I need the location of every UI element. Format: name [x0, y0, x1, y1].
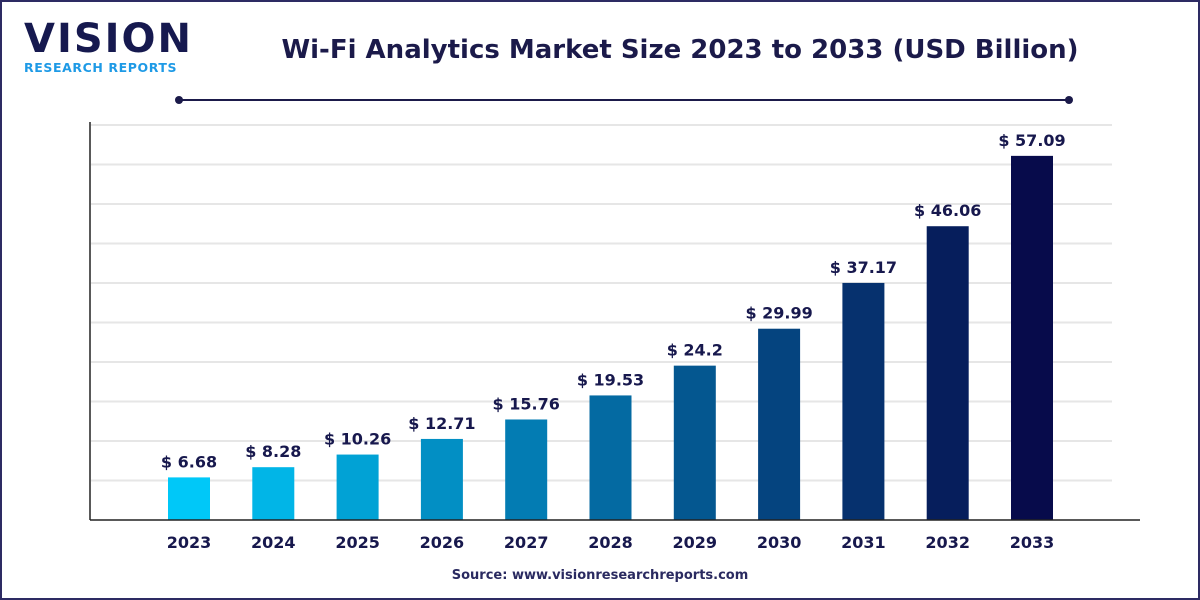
x-tick-label: 2023 — [167, 533, 212, 552]
data-label: $ 37.17 — [830, 258, 897, 277]
bar-2029 — [673, 365, 716, 520]
data-label: $ 6.68 — [161, 452, 217, 471]
x-tick-label: 2031 — [841, 533, 886, 552]
bar-2031 — [842, 282, 885, 520]
data-label: $ 12.71 — [408, 414, 475, 433]
source-note: Source: www.visionresearchreports.com — [451, 568, 749, 583]
underline-dot-right — [1065, 96, 1073, 104]
data-label: $ 19.53 — [577, 370, 644, 389]
x-tick-label: 2027 — [504, 533, 549, 552]
bar-2032 — [926, 226, 969, 520]
logo: VISION RESEARCH REPORTS — [24, 18, 193, 75]
data-label: $ 24.2 — [667, 341, 723, 360]
bar-2026 — [420, 438, 463, 520]
x-tick-label: 2028 — [588, 533, 633, 552]
x-tick-label: 2026 — [420, 533, 465, 552]
data-label: $ 46.06 — [914, 201, 981, 220]
bar-2033 — [1011, 155, 1053, 520]
x-tick-label: 2030 — [757, 533, 802, 552]
chart-title: Wi-Fi Analytics Market Size 2023 to 2033… — [281, 35, 1079, 65]
x-tick-label: 2025 — [335, 533, 380, 552]
data-label: $ 57.09 — [998, 131, 1065, 150]
underline-dot-left — [175, 96, 183, 104]
bar-2028 — [589, 395, 632, 520]
bar-2023 — [168, 477, 210, 520]
logo-main-text: VISION — [24, 16, 194, 62]
x-tick-label: 2024 — [251, 533, 296, 552]
data-label: $ 15.76 — [493, 394, 560, 413]
logo-sub-text: RESEARCH REPORTS — [24, 60, 178, 75]
bar-2027 — [505, 419, 548, 520]
x-tick-label: 2029 — [673, 533, 718, 552]
data-label: $ 29.99 — [745, 304, 812, 323]
data-label: $ 8.28 — [245, 442, 301, 461]
x-tick-label: 2032 — [925, 533, 970, 552]
bar-2025 — [336, 454, 379, 520]
bar-2030 — [758, 328, 801, 520]
data-label: $ 10.26 — [324, 430, 391, 449]
bar-2024 — [252, 467, 295, 520]
x-tick-label: 2033 — [1010, 533, 1055, 552]
